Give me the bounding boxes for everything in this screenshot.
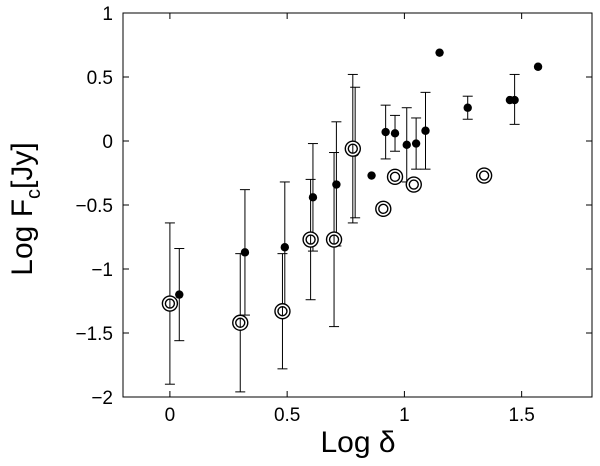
x-tick-label: 1: [399, 405, 410, 426]
filled-point: [240, 248, 250, 257]
y-axis-label-unit: [Jy]: [6, 142, 39, 189]
filled-point: [367, 171, 376, 180]
filled-point: [402, 140, 411, 150]
filled-point: [280, 243, 290, 252]
y-axis-label: Log Fc[Jy]: [6, 142, 45, 275]
y-tick-label: −2: [91, 388, 113, 409]
filled-point: [533, 62, 543, 71]
open-point: [274, 303, 291, 320]
data-markers: [161, 48, 543, 331]
y-tick-label: −0.5: [75, 196, 113, 217]
open-point: [344, 140, 362, 157]
open-point: [302, 231, 319, 248]
y-tick-label: −1: [91, 260, 113, 281]
plot-area: [122, 12, 593, 398]
filled-point: [381, 127, 390, 137]
filled-point: [421, 126, 430, 135]
open-point: [325, 231, 343, 248]
y-tick-label: −1.5: [75, 324, 113, 345]
y-tick-label: 0: [102, 132, 113, 153]
x-tick-label: 1.5: [508, 405, 534, 426]
y-tick-label: 0.5: [87, 68, 113, 89]
open-point: [375, 200, 392, 218]
axis-ticks: 0 0.5 1 1.5 −2 −1.5 −1 −0.5 0 0.5 1: [75, 4, 592, 426]
filled-point: [435, 48, 444, 57]
y-axis-label-subscript: c: [23, 189, 45, 199]
filled-point: [463, 103, 472, 112]
filled-point: [332, 180, 341, 189]
filled-point: [390, 129, 400, 138]
open-point: [386, 168, 404, 186]
filled-point: [411, 139, 421, 148]
open-point: [232, 314, 249, 331]
x-tick-label: 0.5: [274, 405, 300, 426]
x-axis-label: Log δ: [320, 426, 395, 459]
filled-point: [175, 290, 184, 299]
x-tick-label: 0: [165, 405, 176, 426]
open-point: [161, 295, 179, 312]
filled-point: [510, 95, 519, 105]
y-tick-label: 1: [102, 4, 113, 25]
error-bars: [164, 73, 520, 393]
open-point: [405, 176, 422, 193]
open-point: [475, 167, 493, 184]
y-axis-label-main: Log F: [6, 199, 39, 276]
filled-point: [308, 193, 318, 202]
